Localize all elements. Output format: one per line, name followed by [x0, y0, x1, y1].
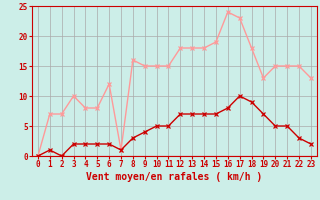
X-axis label: Vent moyen/en rafales ( km/h ): Vent moyen/en rafales ( km/h )	[86, 172, 262, 182]
